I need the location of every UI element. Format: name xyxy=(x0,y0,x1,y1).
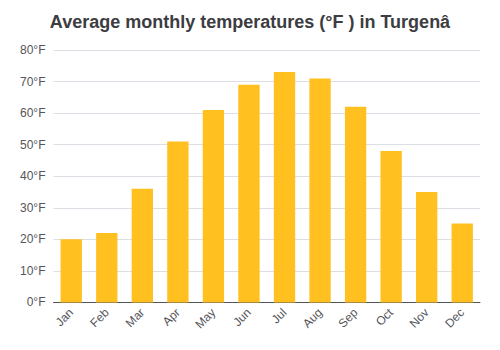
svg-text:20°F: 20°F xyxy=(20,232,45,246)
svg-text:Feb: Feb xyxy=(87,305,112,330)
svg-text:40°F: 40°F xyxy=(20,169,45,183)
svg-text:10°F: 10°F xyxy=(20,264,45,278)
svg-text:Aug: Aug xyxy=(300,306,325,331)
svg-text:80°F: 80°F xyxy=(20,43,45,57)
svg-text:Jul: Jul xyxy=(269,306,290,327)
svg-text:0°F: 0°F xyxy=(27,295,46,309)
svg-text:Nov: Nov xyxy=(407,306,432,331)
svg-text:30°F: 30°F xyxy=(20,201,45,215)
svg-text:50°F: 50°F xyxy=(20,138,45,152)
svg-text:Oct: Oct xyxy=(373,305,397,329)
svg-text:Dec: Dec xyxy=(442,306,467,331)
svg-text:Jan: Jan xyxy=(53,306,77,330)
svg-text:60°F: 60°F xyxy=(20,106,45,120)
svg-text:May: May xyxy=(192,306,218,332)
svg-text:Jun: Jun xyxy=(230,306,254,330)
svg-text:Average monthly temperatures (: Average monthly temperatures (°F ) in Tu… xyxy=(50,12,451,32)
svg-text:Sep: Sep xyxy=(336,305,361,330)
svg-text:Mar: Mar xyxy=(123,306,148,330)
svg-text:70°F: 70°F xyxy=(20,75,45,89)
svg-text:Apr: Apr xyxy=(160,306,183,329)
